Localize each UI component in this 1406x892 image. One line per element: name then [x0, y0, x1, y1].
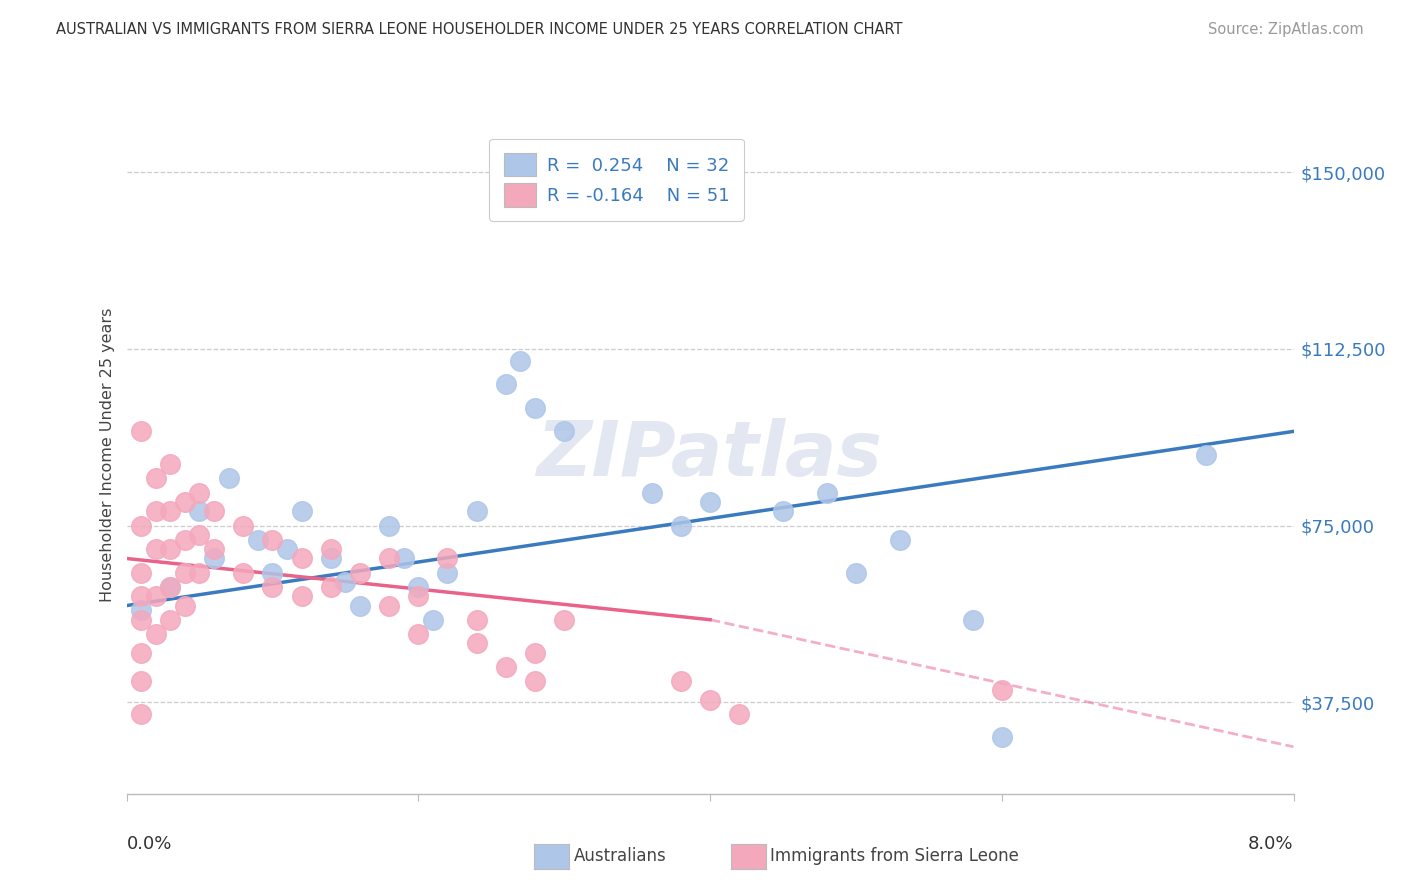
Point [174, 495, 197, 509]
Point [290, 504, 312, 518]
Point [349, 599, 371, 613]
Point [889, 533, 911, 547]
Text: 8.0%: 8.0% [1249, 835, 1294, 853]
Point [553, 425, 575, 439]
Point [262, 580, 284, 594]
Point [129, 589, 152, 603]
Point [845, 566, 868, 580]
Point [465, 613, 488, 627]
Point [990, 731, 1012, 745]
Point [159, 504, 181, 518]
Point [815, 485, 838, 500]
Point [262, 566, 284, 580]
Point [436, 551, 458, 566]
Point [495, 377, 517, 392]
Point [436, 566, 458, 580]
Point [699, 495, 721, 509]
Point [246, 533, 269, 547]
Point [159, 542, 181, 557]
Point [962, 613, 984, 627]
Point [523, 646, 546, 660]
Point [669, 673, 692, 688]
Point [495, 660, 517, 674]
Point [335, 575, 357, 590]
Point [378, 518, 401, 533]
Point [129, 706, 152, 721]
Point [129, 646, 152, 660]
Point [145, 589, 167, 603]
Point [145, 542, 167, 557]
Point [188, 504, 211, 518]
Point [232, 518, 254, 533]
Text: 0.0%: 0.0% [127, 835, 172, 853]
Point [174, 566, 197, 580]
Text: Immigrants from Sierra Leone: Immigrants from Sierra Leone [770, 847, 1019, 865]
Point [218, 471, 240, 485]
Point [553, 613, 575, 627]
Point [669, 518, 692, 533]
Point [159, 580, 181, 594]
Point [728, 706, 751, 721]
Point [129, 613, 152, 627]
Point [699, 692, 721, 706]
Point [202, 551, 225, 566]
Text: Source: ZipAtlas.com: Source: ZipAtlas.com [1208, 22, 1364, 37]
Point [290, 589, 312, 603]
Point [465, 636, 488, 650]
Point [408, 589, 430, 603]
Point [408, 580, 430, 594]
Legend: R =  0.254    N = 32, R = -0.164    N = 51: R = 0.254 N = 32, R = -0.164 N = 51 [489, 138, 744, 221]
Point [276, 542, 298, 557]
Point [772, 504, 794, 518]
Point [378, 551, 401, 566]
Text: ZIPatlas: ZIPatlas [537, 418, 883, 491]
Point [392, 551, 415, 566]
Point [640, 485, 664, 500]
Point [319, 551, 342, 566]
Point [509, 353, 531, 368]
Point [202, 504, 225, 518]
Point [188, 566, 211, 580]
Point [129, 566, 152, 580]
Point [145, 504, 167, 518]
Point [174, 533, 197, 547]
Point [1195, 448, 1218, 462]
Point [174, 599, 197, 613]
Point [159, 458, 181, 472]
Point [202, 542, 225, 557]
Point [319, 580, 342, 594]
Point [129, 603, 152, 617]
Point [188, 485, 211, 500]
Point [145, 471, 167, 485]
Point [145, 627, 167, 641]
Point [378, 599, 401, 613]
Text: AUSTRALIAN VS IMMIGRANTS FROM SIERRA LEONE HOUSEHOLDER INCOME UNDER 25 YEARS COR: AUSTRALIAN VS IMMIGRANTS FROM SIERRA LEO… [56, 22, 903, 37]
Y-axis label: Householder Income Under 25 years: Householder Income Under 25 years [100, 308, 115, 602]
Point [465, 504, 488, 518]
Point [319, 542, 342, 557]
Point [129, 673, 152, 688]
Point [523, 673, 546, 688]
Point [159, 580, 181, 594]
Point [129, 425, 152, 439]
Point [349, 566, 371, 580]
Point [523, 401, 546, 415]
Point [129, 518, 152, 533]
Point [422, 613, 444, 627]
Point [159, 613, 181, 627]
Point [262, 533, 284, 547]
Point [232, 566, 254, 580]
Point [188, 528, 211, 542]
Point [990, 683, 1012, 698]
Text: Australians: Australians [574, 847, 666, 865]
Point [408, 627, 430, 641]
Point [290, 551, 312, 566]
